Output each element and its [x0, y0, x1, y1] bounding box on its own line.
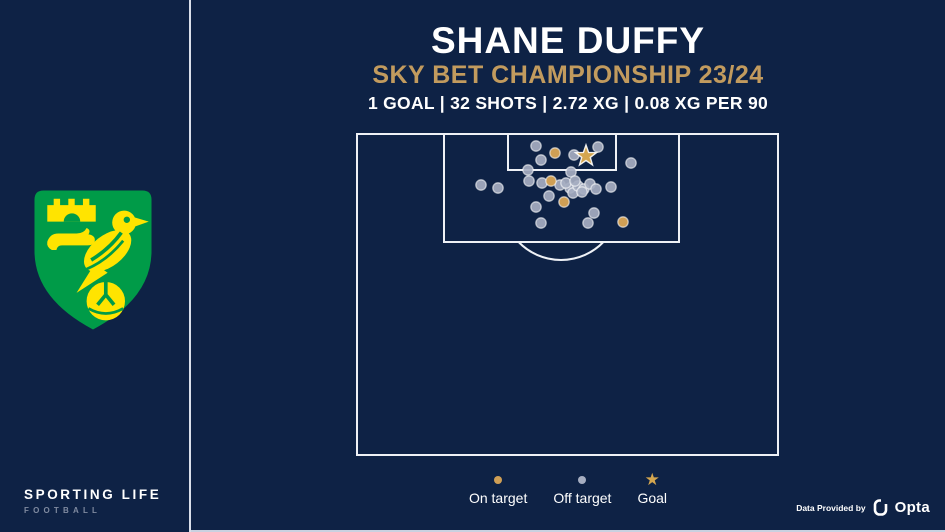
off-target-dot-icon — [578, 475, 587, 484]
data-provider-name: Opta — [894, 499, 930, 516]
opta-logo-icon — [873, 498, 888, 516]
legend-label: On target — [468, 490, 528, 506]
legend-item-goal: ★ Goal — [637, 470, 668, 506]
goal-star-icon: ★ — [644, 470, 660, 489]
legend-item-off-target: Off target — [553, 474, 611, 506]
legend-item-on-target: On target — [469, 474, 527, 506]
page-title: SHANE DUFFY — [430, 20, 706, 61]
stats-line: 1 GOAL | 32 SHOTS | 2.72 XG | 0.08 XG PE… — [367, 93, 769, 113]
norwich-city-crest-icon — [34, 190, 152, 330]
legend-label: Off target — [553, 490, 612, 506]
sporting-life-football-label: FOOTBALL — [24, 506, 102, 515]
legend-label: Goal — [637, 490, 668, 506]
competition-subtitle: SKY BET CHAMPIONSHIP 23/24 — [372, 61, 764, 89]
legend: On target Off target ★ Goal — [191, 470, 945, 506]
bottom-accent-bar — [191, 530, 945, 532]
sporting-life-wordmark: SPORTING LIFE — [24, 487, 162, 502]
data-provider: Data Provided by Opta — [796, 498, 930, 517]
on-target-dot-icon — [494, 475, 503, 484]
data-provider-prefix: Data Provided by — [796, 502, 866, 513]
sporting-life-brand: SPORTING LIFE FOOTBALL — [24, 487, 161, 515]
club-panel: SPORTING LIFE FOOTBALL — [0, 0, 189, 532]
panel-divider — [189, 0, 191, 532]
